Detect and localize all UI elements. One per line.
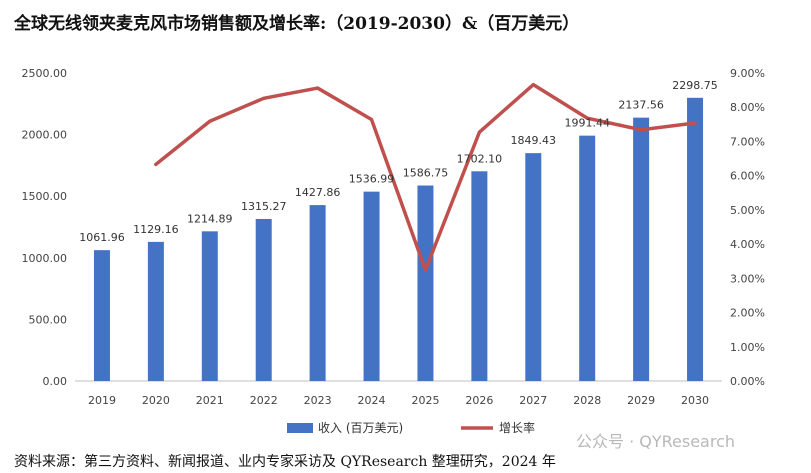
growth-point xyxy=(208,119,212,123)
y-left-tick-label: 2500.00 xyxy=(22,67,68,80)
y-left-tick-label: 500.00 xyxy=(29,313,68,326)
x-tick-label: 2021 xyxy=(196,394,224,407)
x-tick-label: 2030 xyxy=(681,394,709,407)
y-right-tick-label: 0.00% xyxy=(730,375,765,388)
x-tick-label: 2024 xyxy=(358,394,386,407)
bar-data-label: 1702.10 xyxy=(457,152,503,165)
bar xyxy=(687,97,704,381)
x-tick-label: 2023 xyxy=(304,394,332,407)
growth-point xyxy=(370,118,374,122)
y-left-tick-label: 1000.00 xyxy=(22,252,68,265)
bar xyxy=(633,117,650,381)
bar xyxy=(471,171,488,381)
growth-point xyxy=(531,83,535,87)
watermark: 公众号 · QYResearch xyxy=(576,432,736,451)
x-tick-label: 2027 xyxy=(519,394,547,407)
bar xyxy=(93,250,110,381)
bar-data-label: 2298.75 xyxy=(672,79,718,92)
bar-data-label: 1849.43 xyxy=(511,134,557,147)
y-right-tick-label: 1.00% xyxy=(730,341,765,354)
bar-data-label: 1586.75 xyxy=(403,167,449,180)
growth-point xyxy=(693,121,697,125)
y-right-tick-label: 4.00% xyxy=(730,238,765,251)
y-left-tick-label: 1500.00 xyxy=(22,190,68,203)
x-tick-label: 2029 xyxy=(627,394,655,407)
bar-data-label: 1315.27 xyxy=(241,200,287,213)
bar xyxy=(147,241,164,381)
bar-data-label: 1129.16 xyxy=(133,223,179,236)
bar-data-label: 1427.86 xyxy=(295,186,341,199)
x-tick-label: 2022 xyxy=(250,394,278,407)
growth-point xyxy=(154,162,158,166)
y-left-tick-label: 0.00 xyxy=(43,375,68,388)
legend-line-label: 增长率 xyxy=(499,420,535,435)
bar xyxy=(417,185,434,381)
y-right-tick-label: 2.00% xyxy=(730,307,765,320)
x-tick-label: 2019 xyxy=(88,394,116,407)
bar-data-label: 1536.99 xyxy=(349,173,395,186)
growth-point xyxy=(262,96,266,100)
y-right-tick-label: 6.00% xyxy=(730,170,765,183)
growth-point xyxy=(477,130,481,134)
bar xyxy=(201,231,218,381)
bar xyxy=(255,218,272,381)
y-right-tick-label: 5.00% xyxy=(730,204,765,217)
legend-bar-swatch xyxy=(287,423,313,433)
bar-data-label: 1061.96 xyxy=(79,231,125,244)
bar xyxy=(363,191,380,381)
growth-point xyxy=(423,268,427,272)
bar-data-label: 2137.56 xyxy=(618,99,664,112)
bar xyxy=(579,135,596,381)
bar-data-label: 1214.89 xyxy=(187,212,233,225)
x-tick-label: 2026 xyxy=(465,394,493,407)
y-right-tick-label: 3.00% xyxy=(730,272,765,285)
growth-point xyxy=(585,116,589,120)
x-tick-label: 2025 xyxy=(411,394,439,407)
growth-point xyxy=(639,128,643,132)
legend-bar-label: 收入 (百万美元) xyxy=(318,421,403,435)
chart-title: 全球无线领夹麦克风市场销售额及增长率:（2019-2030）&（百万美元） xyxy=(14,14,580,34)
bar xyxy=(525,153,542,381)
y-right-tick-label: 8.00% xyxy=(730,101,765,114)
source-note: 资料来源：第三方资料、新闻报道、业内专家采访及 QYResearch 整理研究，… xyxy=(14,454,556,470)
y-left-tick-label: 2000.00 xyxy=(22,129,68,142)
growth-point xyxy=(316,86,320,90)
y-right-tick-label: 9.00% xyxy=(730,67,765,80)
bar xyxy=(309,205,326,381)
bar-data-label: 1991.44 xyxy=(564,117,610,130)
y-right-tick-label: 7.00% xyxy=(730,135,765,148)
x-tick-label: 2020 xyxy=(142,394,170,407)
x-tick-label: 2028 xyxy=(573,394,601,407)
